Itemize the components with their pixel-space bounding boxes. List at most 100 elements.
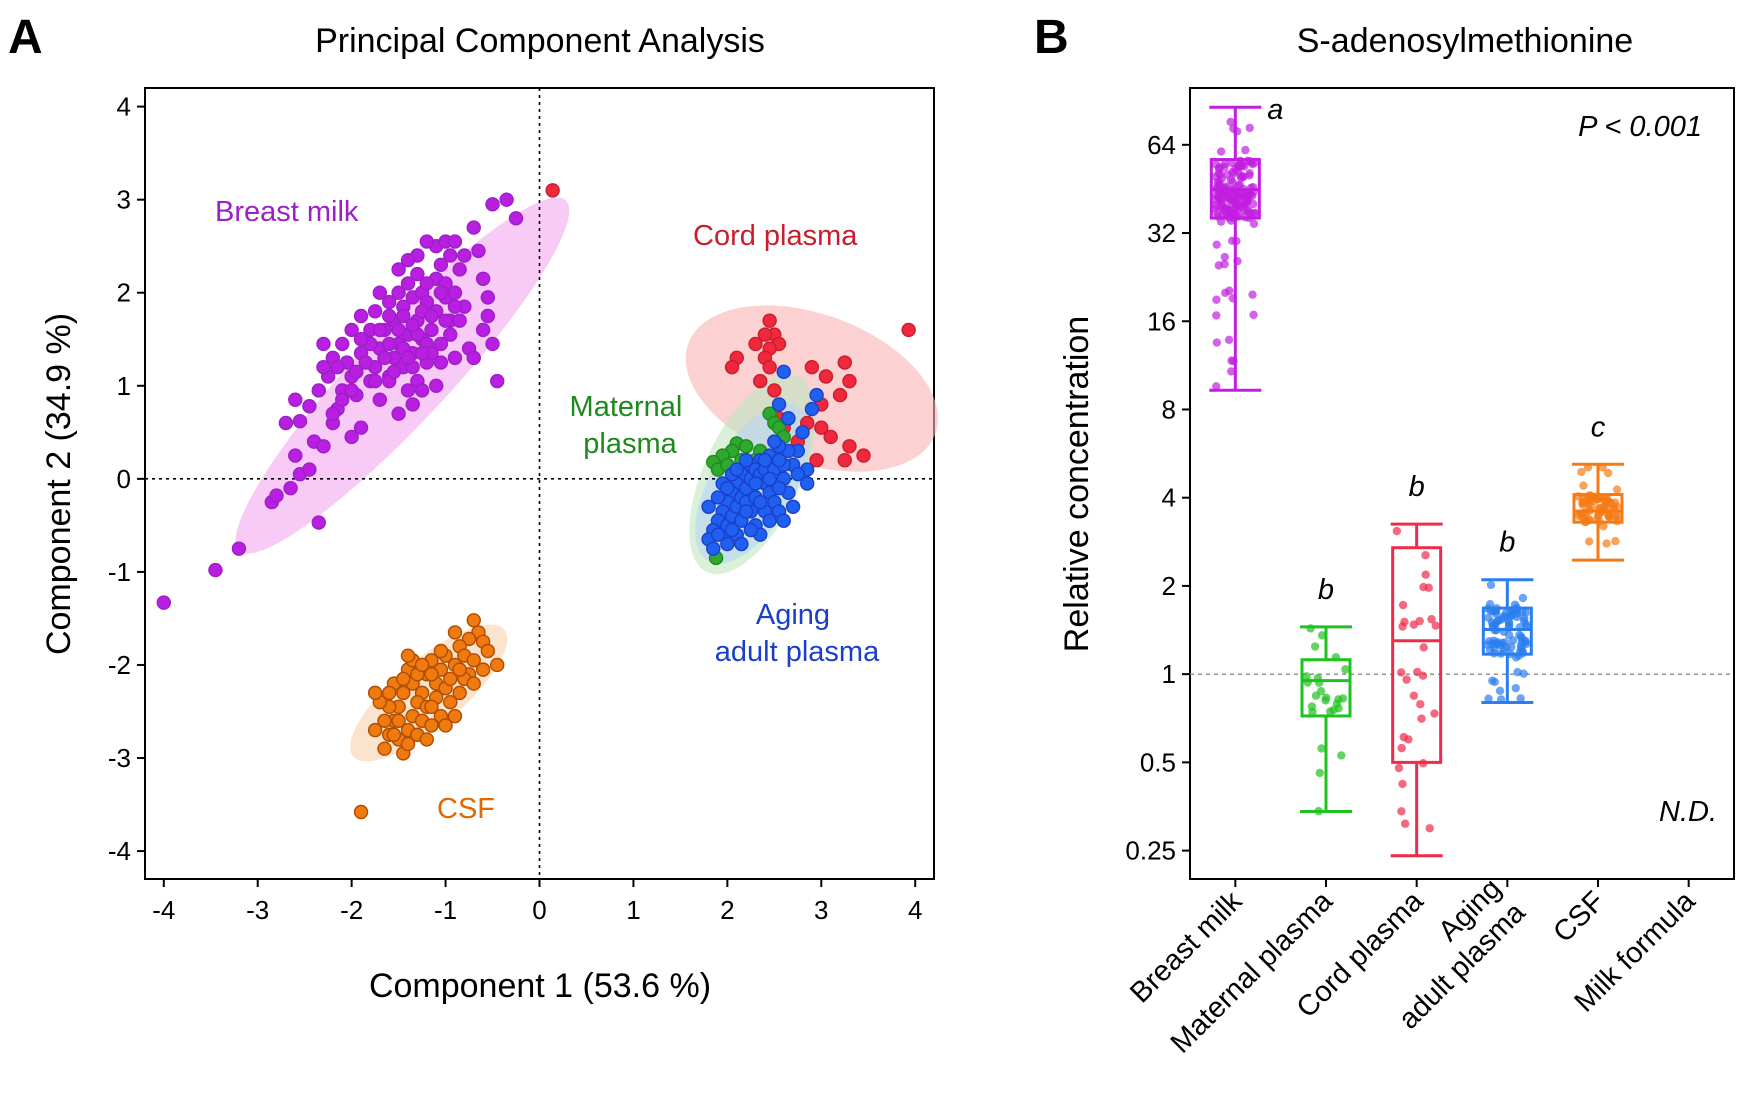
dot-breast-milk-113	[1241, 145, 1250, 155]
point-csf-53	[438, 718, 453, 733]
point-cord-plasma-0	[762, 313, 777, 328]
panel-letter-b: B	[1034, 11, 1069, 64]
point-csf-60	[452, 662, 467, 677]
dot-breast-milk-129	[1228, 177, 1237, 187]
box-cord-plasma	[1391, 546, 1443, 764]
point-breast-milk-60	[447, 285, 463, 300]
point-cord-plasma-15	[832, 387, 848, 403]
point-cord-plasma-5	[748, 336, 763, 352]
point-cord-plasma-29	[545, 183, 560, 198]
dot-breast-milk-143	[1242, 191, 1252, 200]
point-breast-milk-119	[438, 313, 453, 328]
box-group-csf: c	[1572, 411, 1624, 562]
point-aging-adult-plasma-59	[701, 499, 716, 514]
point-breast-milk-4	[269, 488, 284, 503]
sam-y-tick-label-16: 16	[1147, 306, 1176, 336]
point-breast-milk-43	[433, 336, 449, 352]
point-aging-adult-plasma-5	[795, 425, 810, 440]
dot-breast-milk-157	[1230, 199, 1239, 208]
point-breast-milk-114	[382, 308, 397, 324]
point-csf-26	[396, 685, 411, 701]
panel-letter-a: A	[8, 11, 43, 64]
sam-x-tick-line-csf-0: CSF	[1547, 885, 1611, 949]
y-tick-label-2: -2	[108, 650, 131, 680]
point-breast-milk-99	[480, 290, 496, 305]
x-tick-label-4: -4	[152, 895, 175, 925]
dot-csf-68	[1600, 501, 1609, 510]
point-cord-plasma-19	[823, 429, 838, 445]
x-tick-label-4: 4	[908, 895, 922, 925]
point-breast-milk-57	[433, 257, 449, 273]
dot-csf-62	[1585, 537, 1594, 546]
nd-label: N.D.	[1659, 796, 1717, 828]
point-breast-milk-66	[353, 308, 369, 324]
dot-maternal-plasma-23	[1325, 707, 1335, 716]
dot-breast-milk-39	[1216, 147, 1226, 156]
dot-cord-plasma-24	[1430, 709, 1439, 718]
x-tick-label-1: -1	[434, 895, 457, 925]
sam-y-tick-label-0-25: 0.25	[1125, 836, 1176, 866]
point-breast-milk-12	[278, 415, 294, 431]
point-csf-64	[424, 667, 439, 682]
point-csf-47	[424, 699, 439, 715]
point-breast-milk-77	[349, 364, 364, 380]
point-csf-62	[386, 727, 402, 742]
point-breast-milk-5	[283, 480, 298, 496]
box-group-aging-adult-plasma: b	[1481, 527, 1534, 705]
point-breast-milk-89	[447, 234, 463, 249]
box-aging-adult-plasma	[1481, 606, 1533, 656]
point-aging-adult-plasma-54	[729, 462, 744, 477]
point-breast-milk-41	[424, 322, 439, 338]
point-cord-plasma-21	[837, 453, 852, 468]
point-csf-36	[424, 718, 439, 733]
point-aging-adult-plasma-70	[748, 476, 763, 491]
dot-cord-plasma-12	[1400, 819, 1410, 828]
pca-y-axis-label: Component 2 (34.9 %)	[40, 313, 78, 655]
point-breast-milk-79	[391, 322, 406, 338]
point-aging-adult-plasma-4	[781, 411, 796, 426]
pca-title: Principal Component Analysis	[315, 22, 765, 60]
letter-aging-adult-plasma: b	[1499, 527, 1515, 559]
point-breast-milk-2	[231, 541, 247, 556]
point-aging-adult-plasma-49	[720, 536, 735, 552]
dot-breast-milk-72	[1224, 335, 1234, 345]
dot-breast-milk-47	[1248, 290, 1257, 299]
dot-cord-plasma-27	[1425, 824, 1434, 833]
point-breast-milk-104	[414, 383, 430, 398]
point-cord-plasma-12	[804, 359, 820, 375]
point-csf-57	[391, 713, 406, 728]
point-cord-plasma-10	[753, 373, 768, 389]
dot-breast-milk-156	[1235, 180, 1244, 190]
point-breast-milk-11	[316, 439, 331, 454]
x-tick-label-2: 2	[720, 895, 734, 925]
label-aging-line2: adult plasma	[715, 636, 880, 668]
point-breast-milk-113	[372, 322, 388, 338]
point-breast-milk-88	[419, 234, 434, 249]
point-csf-52	[419, 732, 434, 747]
point-aging-adult-plasma-55	[762, 513, 777, 528]
dot-maternal-plasma-0	[1337, 751, 1346, 760]
box-csf	[1572, 493, 1624, 524]
point-breast-milk-1	[208, 562, 223, 578]
point-csf-58	[377, 741, 392, 756]
point-aging-adult-plasma-53	[738, 453, 754, 468]
point-breast-milk-93	[499, 192, 514, 207]
dot-breast-milk-128	[1242, 199, 1251, 208]
point-csf-3	[461, 631, 477, 647]
point-breast-milk-105	[344, 429, 359, 445]
sam-x-tick-label-csf: CSF	[1547, 885, 1611, 949]
point-breast-milk-13	[292, 413, 308, 429]
dot-breast-milk-151	[1214, 164, 1224, 174]
point-csf-5	[447, 625, 463, 640]
letter-breast-milk: a	[1267, 94, 1283, 126]
point-csf-10	[475, 662, 491, 677]
point-cord-plasma-9	[762, 359, 777, 375]
point-aging-adult-plasma-67	[710, 527, 726, 542]
point-csf-42	[377, 713, 392, 728]
point-breast-milk-0	[156, 595, 171, 610]
dot-breast-milk-153	[1211, 200, 1220, 210]
dot-maternal-plasma-9	[1341, 665, 1350, 674]
point-breast-milk-92	[485, 197, 500, 212]
